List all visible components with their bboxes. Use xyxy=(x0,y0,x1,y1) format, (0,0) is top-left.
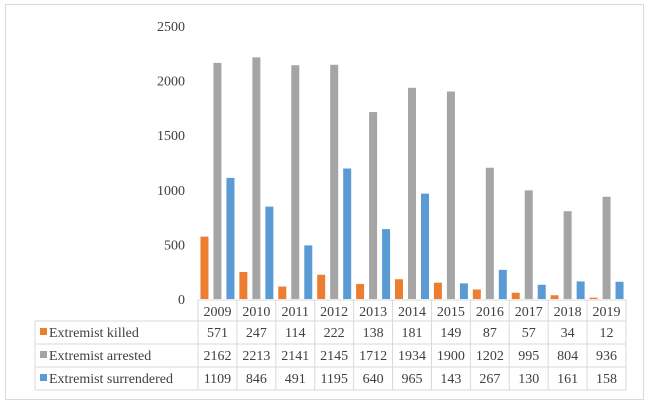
bar-extremist-killed xyxy=(589,297,598,299)
bar-extremist-killed xyxy=(317,274,326,299)
y-tick-label: 2500 xyxy=(157,20,185,35)
table-cell-value: 114 xyxy=(285,326,305,341)
y-tick-label: 1000 xyxy=(157,184,185,199)
bar-extremist-surrendered xyxy=(421,193,429,299)
legend-label: Extremist arrested xyxy=(49,349,151,364)
table-cell-value: 1202 xyxy=(476,349,504,364)
bar-extremist-killed xyxy=(395,279,403,299)
y-tick-label: 500 xyxy=(164,238,185,253)
table-cell-value: 1934 xyxy=(398,349,426,364)
bar-extremist-arrested xyxy=(330,64,339,300)
x-tick-label: 2013 xyxy=(359,305,387,320)
table-cell-value: 2162 xyxy=(203,349,231,364)
table-cell-value: 846 xyxy=(246,372,267,387)
table-cell-value: 161 xyxy=(557,372,578,387)
bar-extremist-arrested xyxy=(446,91,455,300)
bar-extremist-arrested xyxy=(213,62,222,299)
bar-extremist-killed xyxy=(239,272,248,299)
bar-extremist-killed xyxy=(356,283,365,299)
x-tick-label: 2019 xyxy=(593,305,621,320)
bar-extremist-surrendered xyxy=(226,177,235,299)
x-tick-label: 2017 xyxy=(515,305,543,320)
table-cell-value: 804 xyxy=(557,349,578,364)
bar-extremist-surrendered xyxy=(343,168,352,299)
y-tick-label: 1500 xyxy=(157,129,185,144)
bar-extremist-killed xyxy=(550,295,559,299)
table-cell-value: 149 xyxy=(440,326,461,341)
bar-extremist-arrested xyxy=(252,57,261,300)
table-cell-value: 1712 xyxy=(359,349,387,364)
legend-label: Extremist surrendered xyxy=(49,372,173,387)
bar-extremist-surrendered xyxy=(537,284,546,299)
bar-extremist-surrendered xyxy=(498,269,507,299)
x-tick-label: 2018 xyxy=(554,305,582,320)
bar-extremist-surrendered xyxy=(265,206,274,299)
bar-extremist-surrendered xyxy=(304,245,313,299)
x-tick-label: 2011 xyxy=(282,305,309,320)
bar-extremist-arrested xyxy=(369,112,378,300)
table-cell-value: 158 xyxy=(596,372,617,387)
table-cell-value: 571 xyxy=(207,326,228,341)
table-cell-value: 12 xyxy=(600,326,614,341)
table-cell-value: 2213 xyxy=(242,349,270,364)
bar-extremist-killed xyxy=(278,286,287,299)
x-tick-label: 2012 xyxy=(320,305,348,320)
bar-extremist-surrendered xyxy=(576,281,585,299)
bar-extremist-arrested xyxy=(602,196,611,299)
x-tick-label: 2009 xyxy=(203,305,231,320)
legend-key xyxy=(40,374,47,381)
bar-extremist-arrested xyxy=(485,167,494,299)
x-tick-label: 2016 xyxy=(476,305,504,320)
chart-frame xyxy=(5,4,644,400)
bar-extremist-arrested xyxy=(563,211,572,299)
bar-extremist-arrested xyxy=(524,190,533,299)
legend-key xyxy=(40,328,47,335)
table-cell-value: 143 xyxy=(440,372,461,387)
bar-extremist-surrendered xyxy=(382,229,391,299)
table-cell-value: 965 xyxy=(402,372,423,387)
table-cell-value: 34 xyxy=(561,326,575,341)
bar-extremist-killed xyxy=(433,282,442,299)
bar-extremist-killed xyxy=(472,289,481,299)
table-cell-value: 1109 xyxy=(204,372,231,387)
table-cell-value: 936 xyxy=(596,349,617,364)
table-cell-value: 491 xyxy=(285,372,306,387)
table-cell-value: 1195 xyxy=(320,372,347,387)
table-cell-value: 247 xyxy=(246,326,267,341)
x-tick-label: 2014 xyxy=(398,305,426,320)
x-tick-label: 2015 xyxy=(437,305,465,320)
bar-extremist-arrested xyxy=(291,65,300,300)
bar-extremist-surrendered xyxy=(459,283,468,299)
bar-extremist-surrendered xyxy=(615,281,624,299)
legend-label: Extremist killed xyxy=(49,326,139,341)
table-cell-value: 640 xyxy=(363,372,384,387)
table-cell-value: 995 xyxy=(518,349,539,364)
table-cell-value: 138 xyxy=(363,326,384,341)
table-cell-value: 222 xyxy=(324,326,345,341)
table-cell-value: 57 xyxy=(522,326,536,341)
table-cell-value: 181 xyxy=(402,326,423,341)
table-cell-value: 87 xyxy=(483,326,497,341)
table-cell-value: 130 xyxy=(518,372,539,387)
y-tick-label: 2000 xyxy=(157,75,185,90)
x-tick-label: 2010 xyxy=(242,305,270,320)
bar-extremist-killed xyxy=(511,292,520,299)
table-cell-value: 2141 xyxy=(281,349,309,364)
table-cell-value: 267 xyxy=(479,372,500,387)
table-cell-value: 2145 xyxy=(320,349,348,364)
table-cell-value: 1900 xyxy=(437,349,465,364)
bar-extremist-killed xyxy=(200,236,209,299)
legend-key xyxy=(40,351,47,358)
y-tick-label: 0 xyxy=(178,293,185,308)
bar-extremist-arrested xyxy=(408,87,416,300)
